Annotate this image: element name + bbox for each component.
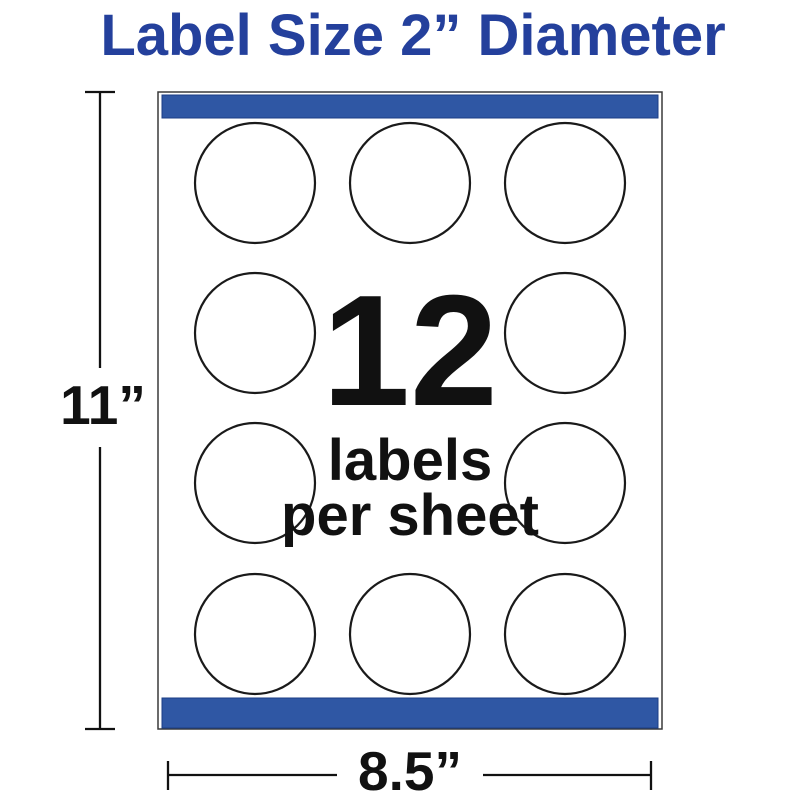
svg-text:11”: 11” (60, 374, 146, 436)
svg-text:8.5”: 8.5” (358, 740, 462, 800)
svg-text:Label Size 2” Diameter: Label Size 2” Diameter (100, 3, 725, 68)
svg-text:per sheet: per sheet (281, 483, 539, 548)
svg-text:12: 12 (322, 263, 498, 439)
